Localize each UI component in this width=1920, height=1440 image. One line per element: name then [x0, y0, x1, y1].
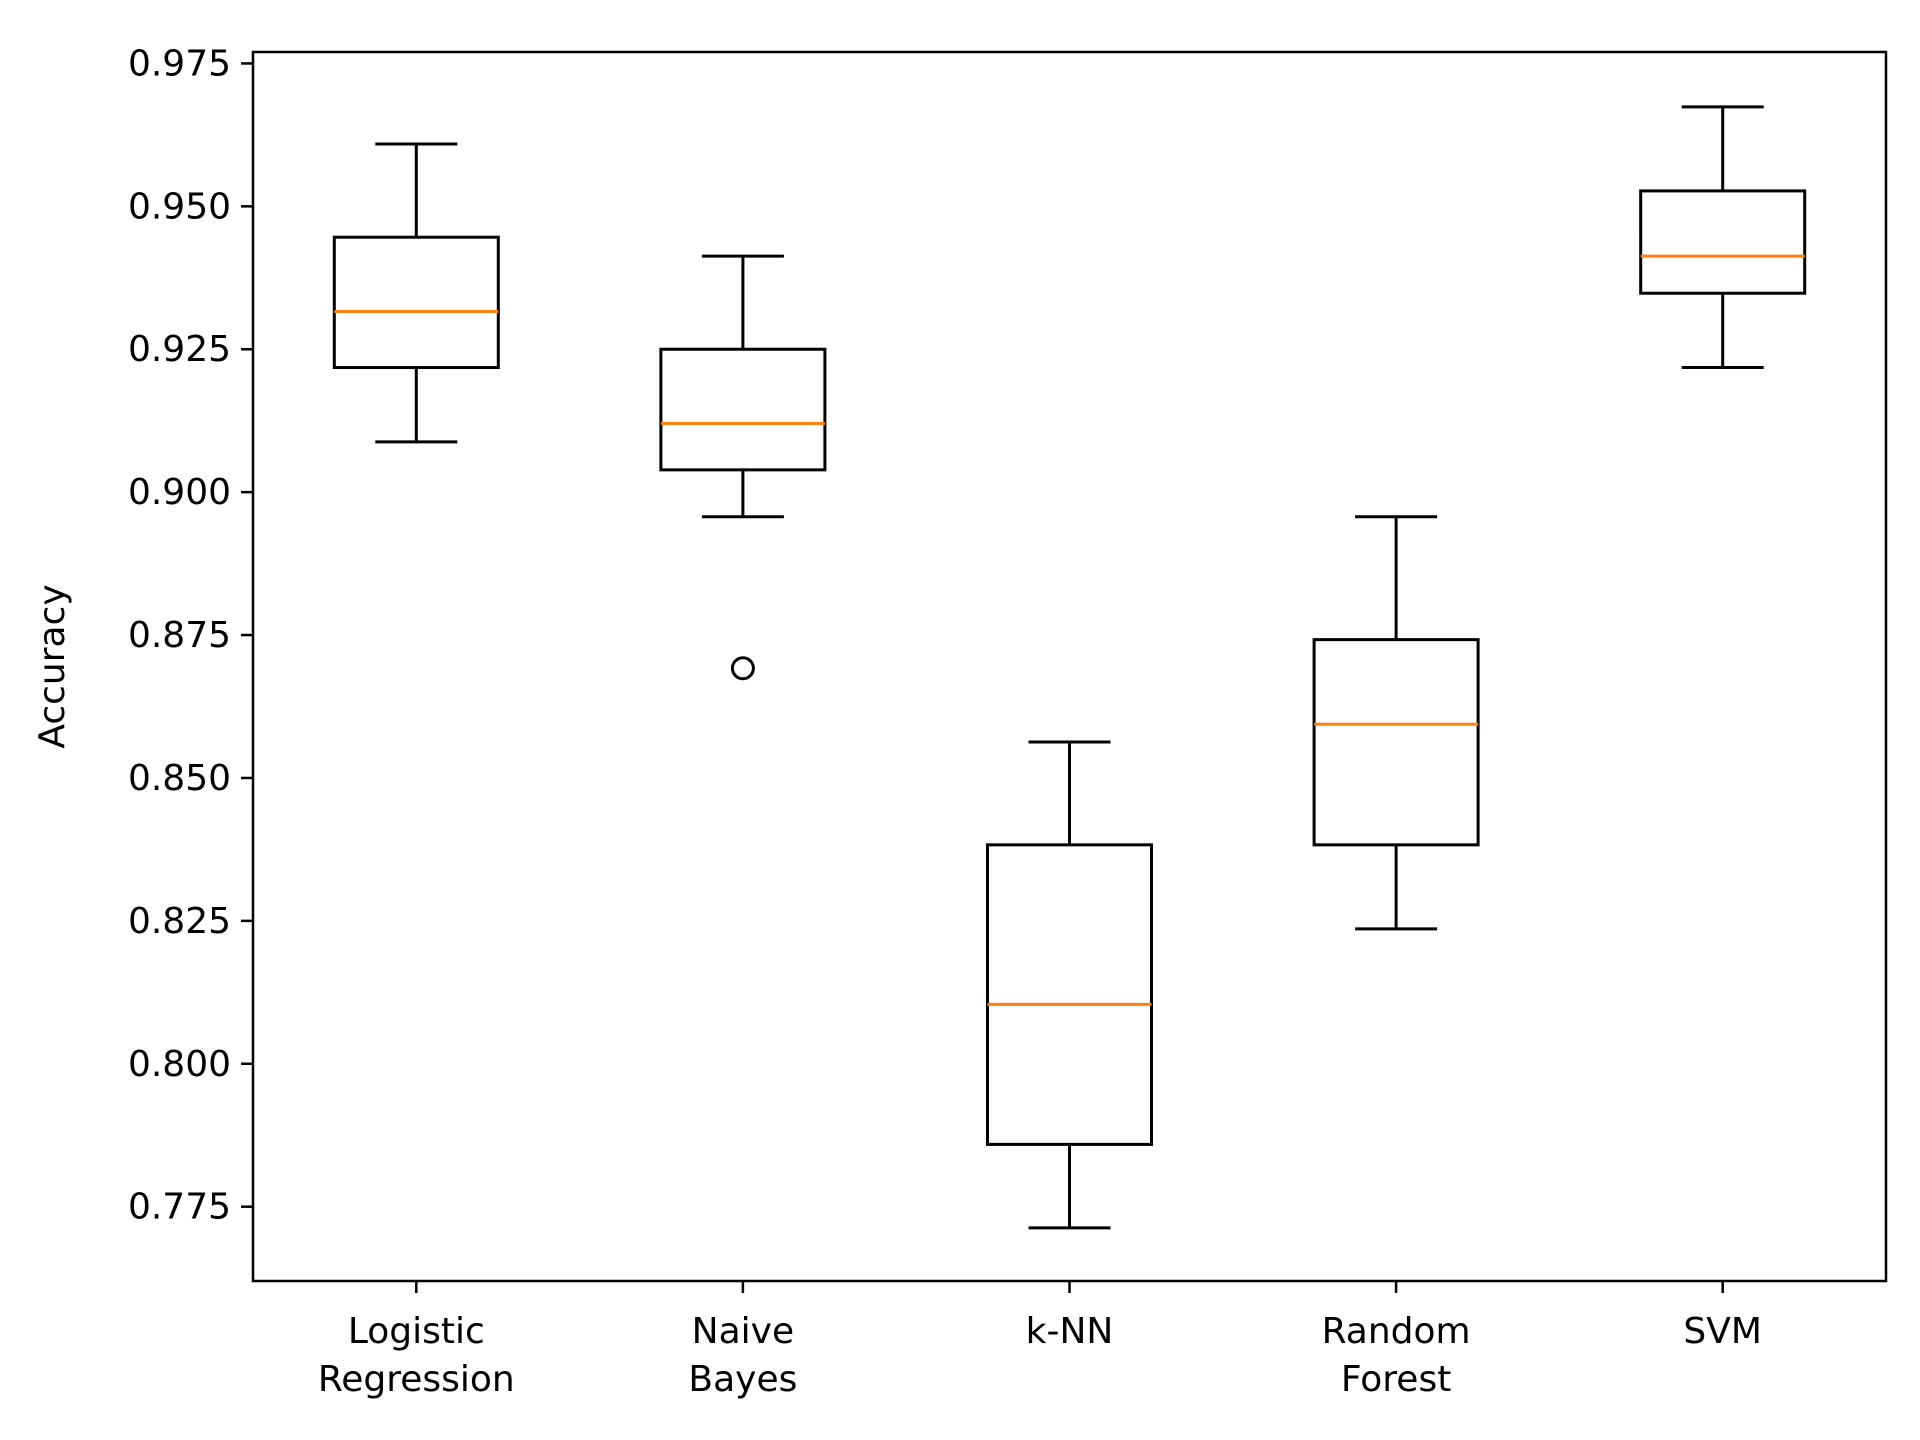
- box-group: [659, 254, 827, 681]
- x-tick-label: Random Forest: [1322, 1311, 1471, 1400]
- y-axis-label: Accuracy: [32, 584, 73, 748]
- x-axis: Logistic Regression Naive Bayes k-NN Random Fo…: [318, 1281, 1762, 1400]
- iqr-box: [1312, 638, 1480, 847]
- x-tick-label-line: Naive: [692, 1311, 794, 1352]
- x-tick-label-line: k-NN: [1026, 1311, 1114, 1352]
- iqr-box: [332, 235, 500, 370]
- box-group: [332, 142, 500, 444]
- box-group: [1639, 105, 1807, 370]
- y-tick-label: 0.775: [128, 1187, 231, 1228]
- y-tick-label: 0.950: [128, 186, 231, 227]
- x-tick-label-line: Logistic: [348, 1311, 485, 1352]
- y-tick-label: 0.925: [128, 329, 231, 370]
- outlier-point: [730, 656, 755, 681]
- x-tick-label-line: Forest: [1341, 1359, 1451, 1400]
- box-group: [986, 740, 1153, 1230]
- y-axis: 0.775 0.800 0.825 0.850 0.875 0.900 0.925 0.950…: [128, 43, 253, 1228]
- x-tick-label: k-NN: [1026, 1311, 1114, 1352]
- y-tick-label: 0.975: [128, 43, 231, 84]
- y-tick-label: 0.900: [128, 472, 231, 513]
- y-tick-label: 0.875: [128, 615, 231, 656]
- x-tick-label: SVM: [1683, 1311, 1762, 1352]
- x-tick-label: Naive Bayes: [688, 1311, 797, 1400]
- iqr-box: [659, 347, 827, 472]
- y-tick-label: 0.825: [128, 901, 231, 942]
- iqr-box: [986, 843, 1153, 1146]
- plot-marks: [332, 105, 1807, 1230]
- x-tick-label-line: Bayes: [688, 1359, 797, 1400]
- box-group: [1312, 515, 1480, 931]
- y-tick-label: 0.850: [128, 758, 231, 799]
- x-tick-label: Logistic Regression: [318, 1311, 515, 1400]
- x-tick-label-line: Regression: [318, 1359, 515, 1400]
- iqr-box: [1639, 189, 1807, 295]
- y-tick-label: 0.800: [128, 1044, 231, 1085]
- x-tick-label-line: SVM: [1683, 1311, 1762, 1352]
- x-tick-label-line: Random: [1322, 1311, 1471, 1352]
